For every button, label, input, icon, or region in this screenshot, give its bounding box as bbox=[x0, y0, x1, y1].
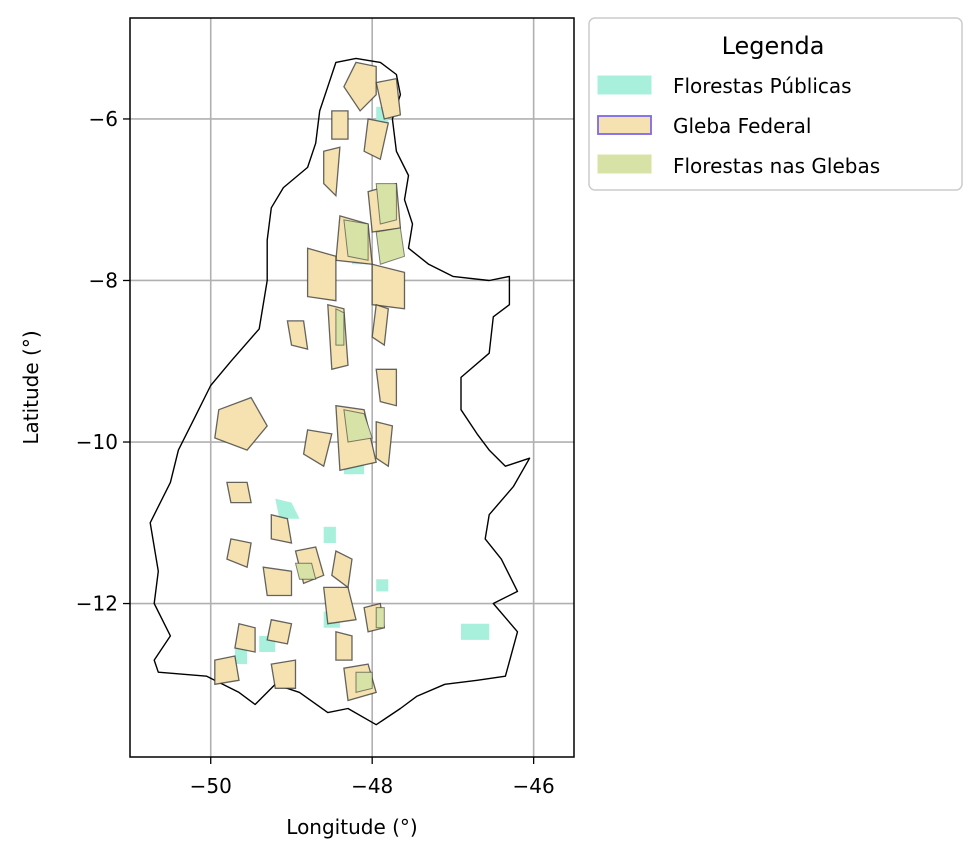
gleba-federal-polygon bbox=[270, 513, 293, 544]
y-tick-label: −10 bbox=[76, 430, 118, 454]
y-tick-label: −8 bbox=[89, 268, 118, 292]
legend: Legenda Florestas Públicas Gleba Federal… bbox=[588, 17, 963, 191]
gleba-federal-polygon bbox=[266, 618, 293, 645]
gleba-federal-polygon bbox=[226, 481, 252, 504]
gleba-federal-polygon bbox=[363, 118, 390, 161]
x-tick-label: −50 bbox=[190, 774, 232, 798]
floresta-publica-polygon bbox=[376, 579, 389, 592]
floresta-gleba-polygon bbox=[375, 227, 406, 265]
y-tick-label: −12 bbox=[76, 592, 118, 616]
legend-swatch-florestas-publicas bbox=[597, 75, 652, 95]
floresta-gleba-polygon bbox=[294, 562, 317, 580]
x-tick-label: −48 bbox=[351, 774, 393, 798]
floresta-gleba-polygon bbox=[343, 409, 373, 443]
legend-frame bbox=[588, 17, 963, 191]
gleba-federal-polygon bbox=[335, 630, 353, 661]
gleba-federal-polygon bbox=[323, 146, 341, 198]
floresta-publica-polygon bbox=[323, 526, 336, 543]
floresta-gleba-polygon bbox=[375, 607, 385, 629]
gleba-federal-polygon bbox=[262, 566, 293, 597]
gleba-federal-polygon bbox=[306, 247, 337, 302]
gleba-federal-polygon bbox=[234, 622, 256, 653]
x-axis-label: Longitude (°) bbox=[286, 815, 417, 839]
gleba-federal-polygon bbox=[270, 659, 297, 689]
legend-swatch-gleba-federal bbox=[597, 115, 652, 135]
gleba-federal-polygon bbox=[226, 538, 252, 569]
floresta-publica-polygon bbox=[234, 648, 248, 665]
gleba-federal-polygon bbox=[302, 429, 333, 468]
floresta-gleba-polygon bbox=[375, 183, 397, 225]
floresta-publica-polygon bbox=[275, 498, 300, 519]
gleba-federal-polygon bbox=[375, 420, 394, 468]
x-tick-label: −46 bbox=[513, 774, 555, 798]
floresta-gleba-polygon bbox=[343, 219, 369, 261]
floresta-gleba-polygon bbox=[335, 307, 345, 346]
legend-label-gleba-federal: Gleba Federal bbox=[673, 114, 811, 138]
gleba-federal-polygon bbox=[375, 368, 398, 407]
legend-title: Legenda bbox=[722, 32, 825, 60]
gleba-federal-polygon bbox=[371, 303, 390, 347]
axis-ticks: −50 −48 −46 −6 −8 −10 −12 bbox=[76, 107, 555, 798]
gleba-federal-polygon bbox=[214, 655, 240, 686]
legend-label-florestas-nas-glebas: Florestas nas Glebas bbox=[673, 154, 880, 178]
gleba-federal-layer bbox=[214, 61, 406, 702]
y-tick-label: −6 bbox=[89, 107, 118, 131]
gleba-federal-polygon bbox=[214, 396, 268, 451]
gleba-federal-polygon bbox=[331, 110, 349, 140]
legend-swatch-florestas-nas-glebas bbox=[597, 154, 652, 174]
gleba-federal-polygon bbox=[343, 61, 377, 112]
plot-frame bbox=[129, 17, 575, 758]
floresta-publica-polygon bbox=[461, 623, 490, 640]
florestas-nas-glebas-layer bbox=[294, 183, 406, 694]
state-boundary bbox=[149, 57, 531, 726]
tocantins-boundary bbox=[149, 57, 531, 726]
gleba-federal-polygon bbox=[375, 77, 402, 120]
legend-label-florestas-publicas: Florestas Públicas bbox=[673, 74, 852, 98]
gleba-federal-polygon bbox=[322, 586, 357, 625]
y-axis-label: Latitude (°) bbox=[19, 330, 43, 444]
floresta-gleba-polygon bbox=[355, 671, 373, 694]
gleba-federal-polygon bbox=[371, 263, 406, 310]
gleba-federal-polygon bbox=[286, 320, 309, 350]
